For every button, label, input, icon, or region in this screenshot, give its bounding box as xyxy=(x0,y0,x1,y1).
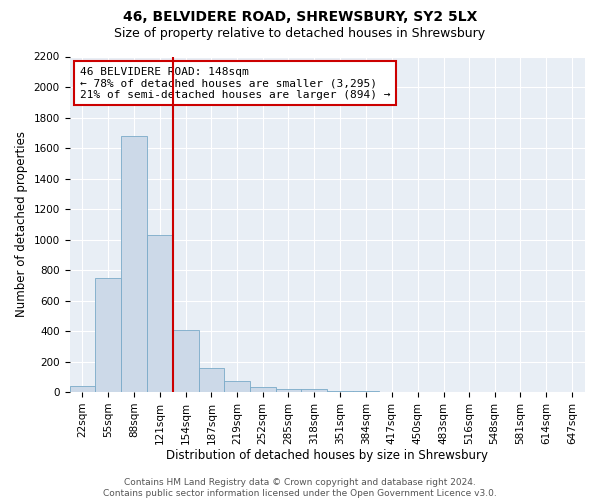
Y-axis label: Number of detached properties: Number of detached properties xyxy=(15,132,28,318)
Bar xyxy=(70,386,95,392)
Bar xyxy=(95,278,121,392)
Text: 46 BELVIDERE ROAD: 148sqm
← 78% of detached houses are smaller (3,295)
21% of se: 46 BELVIDERE ROAD: 148sqm ← 78% of detac… xyxy=(80,66,391,100)
Bar xyxy=(224,380,250,392)
Bar xyxy=(147,235,173,392)
Text: Size of property relative to detached houses in Shrewsbury: Size of property relative to detached ho… xyxy=(115,28,485,40)
Text: 46, BELVIDERE ROAD, SHREWSBURY, SY2 5LX: 46, BELVIDERE ROAD, SHREWSBURY, SY2 5LX xyxy=(123,10,477,24)
Text: Contains HM Land Registry data © Crown copyright and database right 2024.
Contai: Contains HM Land Registry data © Crown c… xyxy=(103,478,497,498)
Bar xyxy=(301,389,327,392)
Bar xyxy=(121,136,147,392)
X-axis label: Distribution of detached houses by size in Shrewsbury: Distribution of detached houses by size … xyxy=(166,450,488,462)
Bar xyxy=(199,368,224,392)
Bar xyxy=(173,330,199,392)
Bar xyxy=(250,387,275,392)
Bar xyxy=(275,389,301,392)
Bar xyxy=(327,391,353,392)
